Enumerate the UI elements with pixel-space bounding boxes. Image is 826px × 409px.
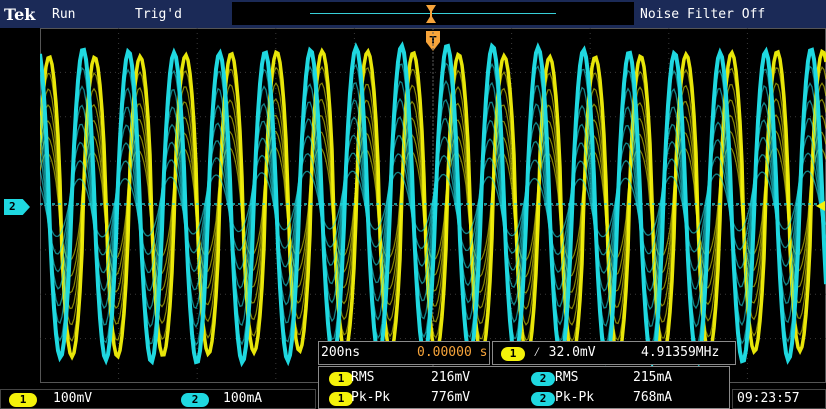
meas-ch1-pkpk-label: Pk-Pk	[351, 390, 391, 405]
timebase-panel[interactable]: 200ns 0.00000 s	[318, 341, 490, 365]
record-length-line	[310, 13, 556, 14]
acquisition-state[interactable]: Run	[52, 7, 76, 22]
trigger-panel[interactable]: 1 ⁄ 32.0mV 4.91359MHz	[492, 341, 736, 365]
vertical-readout[interactable]: 1 100mV 2 100mA	[0, 389, 316, 409]
trigger-source-badge: 1	[501, 347, 525, 361]
ch2-waveform-trace	[40, 79, 826, 329]
waveform-canvas	[40, 28, 826, 383]
measurements-panel[interactable]: 1 RMS 216mV 2 RMS 215mA 1 Pk-Pk 776mV 2 …	[318, 366, 730, 409]
time-scale: 200ns	[321, 345, 361, 360]
record-view-bar[interactable]	[232, 2, 634, 25]
meas-ch2-rms-label: RMS	[555, 370, 579, 385]
ch2-waveform-trace	[40, 170, 826, 238]
clock-panel: 09:23:57	[732, 389, 826, 409]
meas-ch2-pkpk-value: 768mA	[633, 390, 673, 405]
clock: 09:23:57	[737, 391, 800, 406]
ch2-waveform-trace	[40, 97, 826, 311]
noise-filter-status[interactable]: Noise Filter Off	[640, 7, 766, 22]
status-bar: Tek Run Trig'd Noise Filter Off	[0, 0, 826, 28]
trigger-level: ⁄ 32.0mV	[533, 345, 596, 360]
ch2-scale: 100mA	[223, 391, 263, 406]
trigger-level-icon[interactable]	[812, 199, 826, 213]
ch1-waveform-trace	[40, 65, 826, 343]
ch2-waveform-trace	[40, 62, 826, 347]
trigger-state: Trig'd	[135, 7, 182, 22]
ch1-waveform-trace	[40, 82, 826, 326]
time-position: 0.00000 s	[417, 345, 488, 360]
meas-ch2-badge: 2	[531, 372, 555, 386]
meas-ch2-rms-value: 215mA	[633, 370, 673, 385]
brand-logo: Tek	[4, 5, 36, 24]
ch1-waveform-trace	[40, 97, 826, 310]
ch1-scale-badge: 1	[9, 393, 37, 407]
meas-ch2-pkpk-label: Pk-Pk	[555, 390, 595, 405]
meas-ch1-pkpk-value: 776mV	[431, 390, 471, 405]
ch1-scale: 100mV	[53, 391, 93, 406]
trigger-frequency: 4.91359MHz	[641, 345, 720, 360]
meas-ch2-pkpk-badge: 2	[531, 392, 555, 406]
ch2-scale-badge: 2	[181, 393, 209, 407]
ch2-ground-marker[interactable]: 2	[4, 199, 30, 215]
meas-ch1-rms-value: 216mV	[431, 370, 471, 385]
trigger-position-icon[interactable]	[424, 4, 438, 24]
meas-ch1-badge: 1	[329, 372, 353, 386]
meas-ch1-rms-label: RMS	[351, 370, 375, 385]
meas-ch1-pkpk-badge: 1	[329, 392, 353, 406]
